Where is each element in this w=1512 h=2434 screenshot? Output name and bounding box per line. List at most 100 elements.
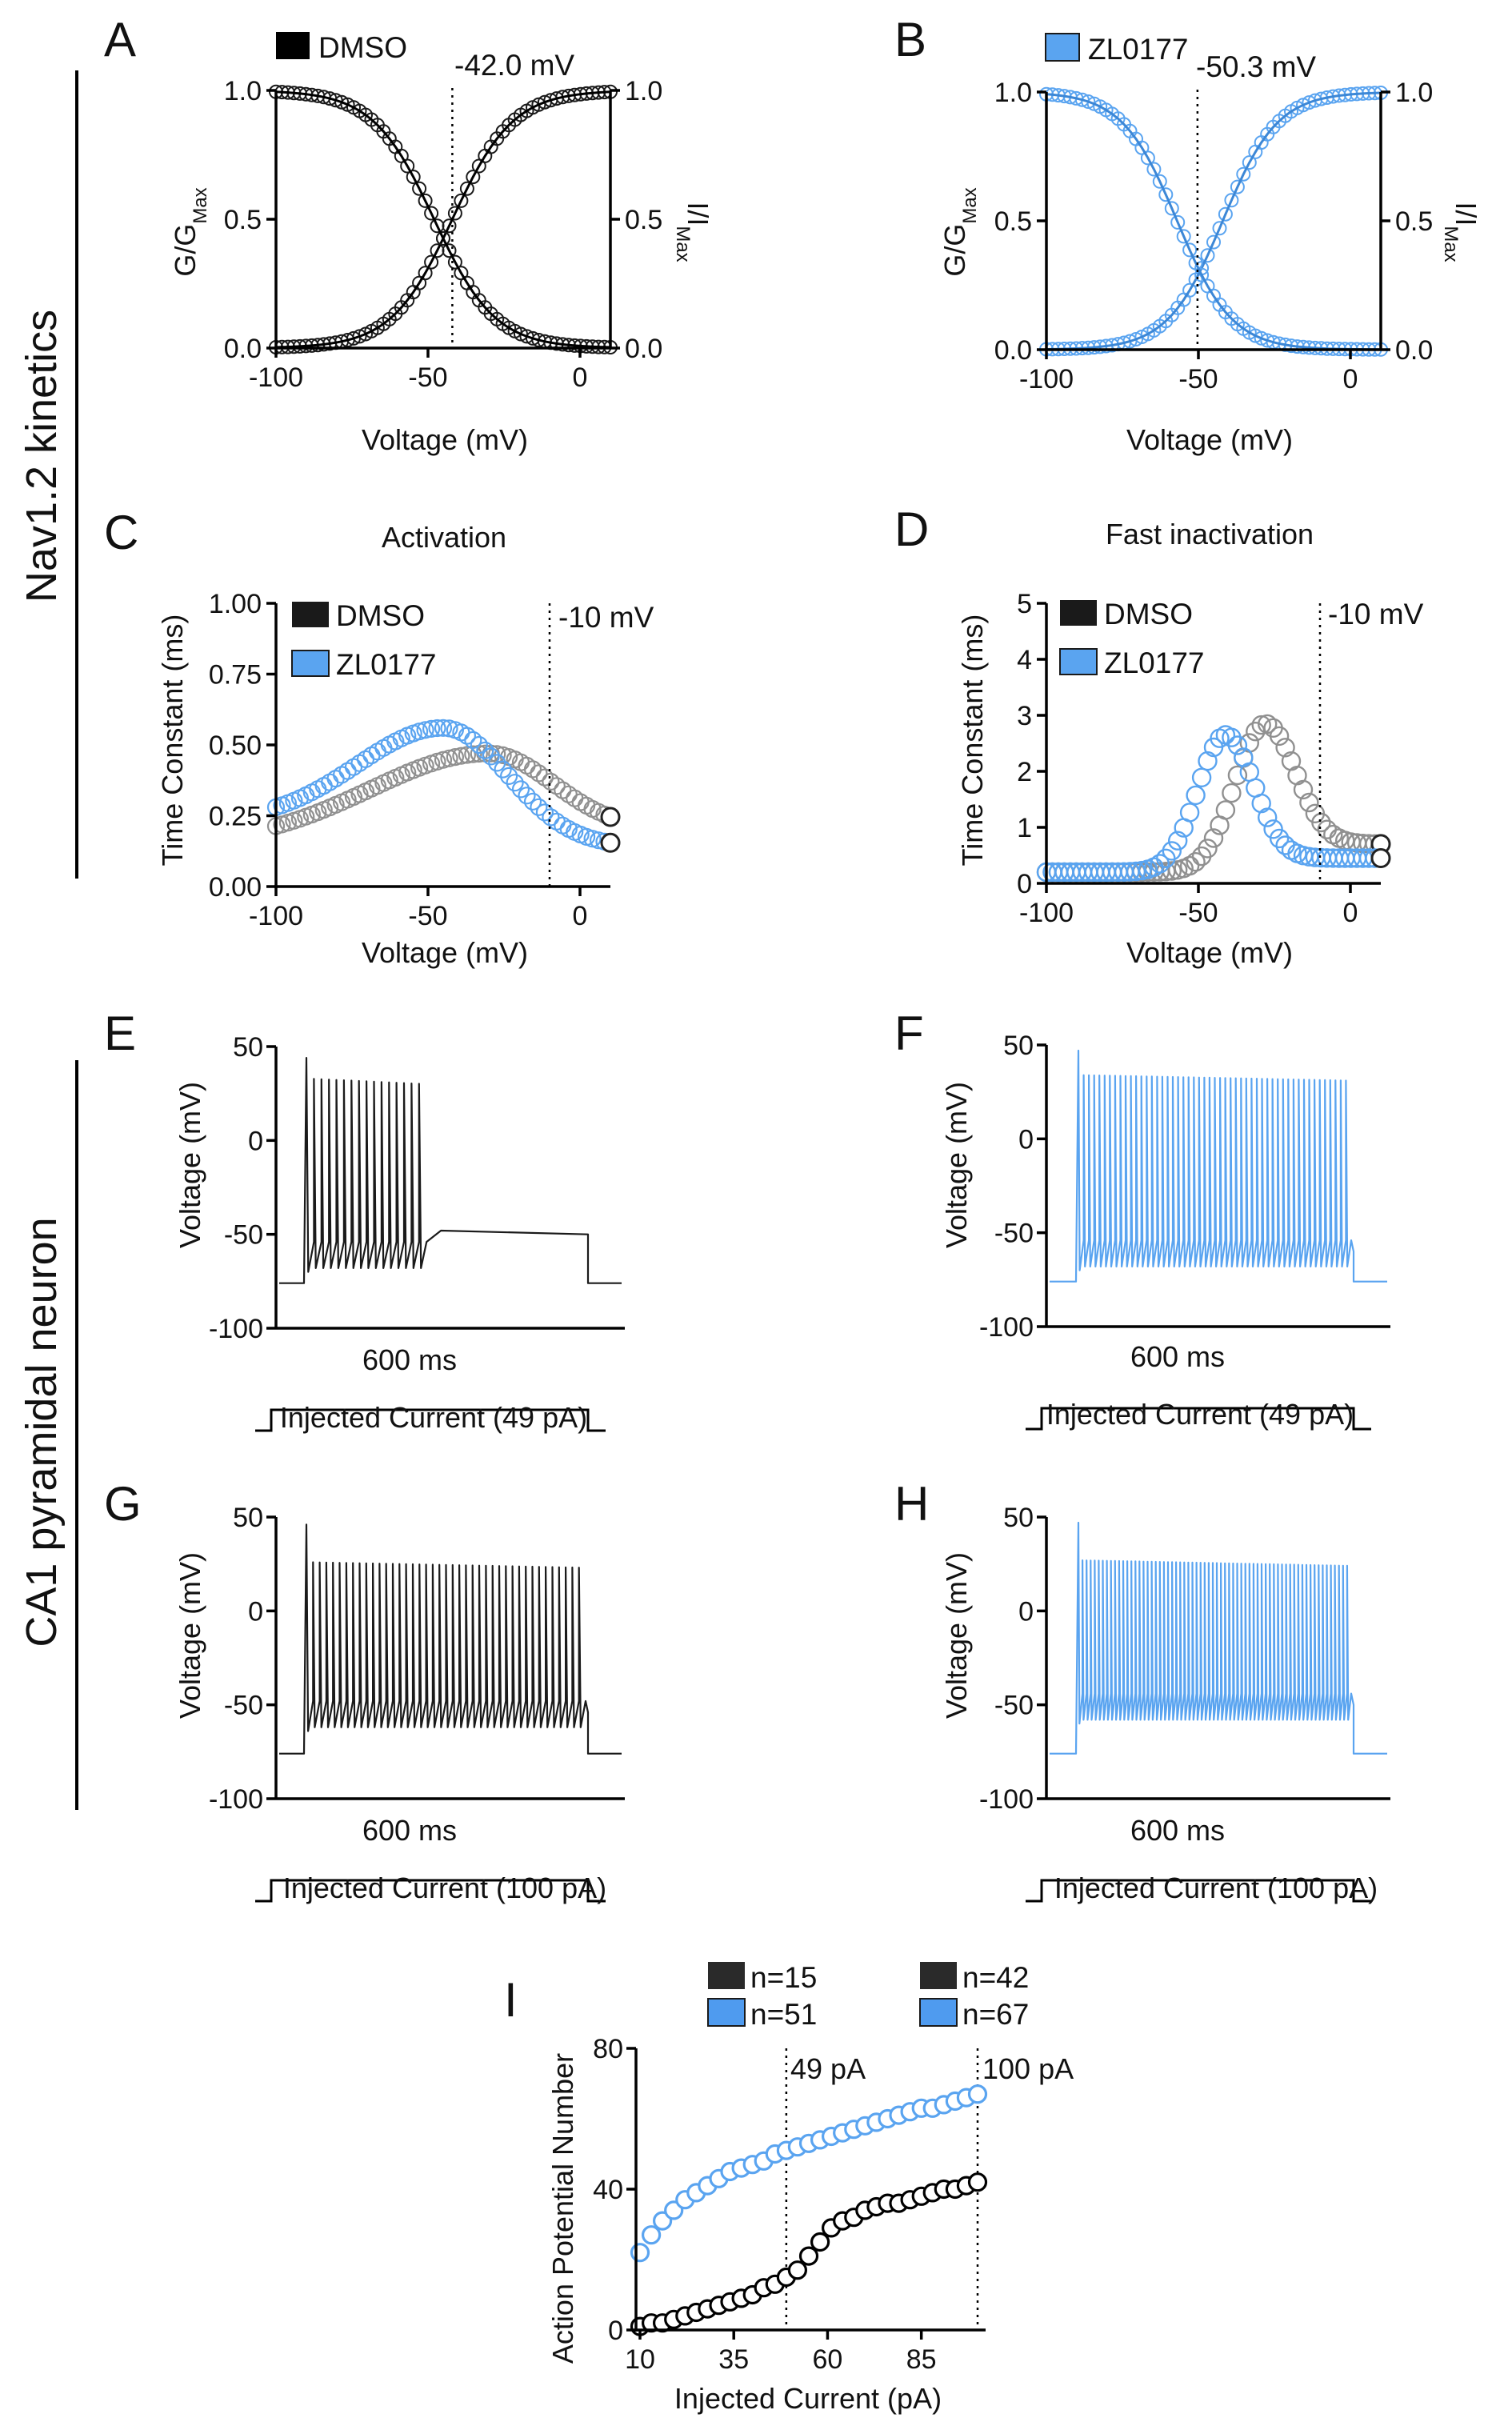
y-tick-label: 0 <box>608 2316 623 2346</box>
data-point <box>442 243 457 258</box>
current-label: Injected Current (100 pA) <box>283 1872 606 1904</box>
data-point <box>1239 762 1260 783</box>
legend-label-n51: n=51 <box>750 1998 817 2031</box>
fit-line <box>275 90 611 349</box>
y-tick-label: 0 <box>248 1596 263 1627</box>
vline-label: -10 mV <box>1328 598 1424 631</box>
data-point <box>374 739 393 757</box>
data-point <box>1222 783 1242 803</box>
y-tick-label: 50 <box>233 1032 263 1063</box>
y2-tick-label: 0.5 <box>625 205 662 235</box>
data-point <box>1186 851 1206 872</box>
y-axis-label: Action Potential Number <box>546 2053 579 2364</box>
data-point <box>422 719 441 739</box>
data-point <box>1179 803 1200 823</box>
panel-letter-E: E <box>104 1007 136 1060</box>
data-point <box>1236 166 1251 182</box>
data-point <box>535 803 554 822</box>
y-axis-label: Voltage (mV) <box>174 1082 206 1248</box>
data-point <box>334 94 350 110</box>
data-point <box>1230 179 1245 194</box>
panel-C: C Activation DMSO ZL0177 -10 mV 0.00 0.25… <box>104 506 654 969</box>
y2-tick-label: 1.0 <box>1395 78 1433 108</box>
data-point-end <box>600 832 621 853</box>
data-point <box>436 231 450 246</box>
data-point <box>1198 839 1218 859</box>
data-point <box>434 719 453 737</box>
y-tick-label: 0 <box>1017 869 1032 899</box>
data-point <box>447 206 462 221</box>
x-tick-label: -100 <box>1019 898 1074 928</box>
y-axis-label: Voltage (mV) <box>940 1552 973 1719</box>
y-axis-label: Voltage (mV) <box>940 1082 973 1248</box>
plot-area-A: 0.0 0.0 0.5 0.5 1.0 1.0 -100 -50 0 <box>224 76 663 393</box>
y-tick-label: 40 <box>593 2175 623 2205</box>
y-tick-label: -100 <box>209 1784 263 1815</box>
data-point <box>1152 174 1167 189</box>
y-tick-label: 1.00 <box>209 589 262 619</box>
legend-swatch-dmso <box>276 32 310 59</box>
plot-area-E: -100 -50 0 50 <box>209 1032 625 1432</box>
fit-line <box>1046 91 1382 350</box>
current-step <box>1026 1879 1371 1903</box>
data-point <box>326 769 345 788</box>
x-tick-label: -50 <box>1178 364 1218 394</box>
legend-swatch-zl0177 <box>1045 33 1080 62</box>
x-tick-label: -50 <box>1178 898 1218 928</box>
data-point <box>476 741 494 760</box>
data-point <box>1182 242 1198 258</box>
data-point <box>488 754 506 772</box>
data-point <box>440 749 458 767</box>
marker-label-100: 100 pA <box>982 2052 1074 2085</box>
data-point <box>321 773 339 791</box>
legend-swatch-dmso <box>292 602 329 627</box>
series-zl0177 <box>1036 725 1391 883</box>
panel-D: D Fast inactivation DMSO ZL0177 -10 mV 0… <box>894 502 1424 969</box>
panel-title-D: Fast inactivation <box>1106 518 1314 550</box>
plot-area-H: -100 -50 0 50 <box>979 1503 1390 1903</box>
data-point <box>314 776 333 795</box>
y-tick-label: 1 <box>1017 813 1032 843</box>
duration-label: 600 ms <box>1130 1340 1225 1373</box>
y-tick-label: 0.5 <box>994 206 1032 237</box>
current-step <box>255 1879 606 1903</box>
y-tick-label: -100 <box>979 1784 1034 1815</box>
plot-area-B: 0.0 0.0 0.5 0.5 1.0 1.0 -100 -50 0 <box>994 78 1434 394</box>
y-tick-label: 50 <box>233 1503 263 1533</box>
side-label-neuron: CA1 pyramidal neuron <box>18 1217 66 1647</box>
data-point <box>506 774 524 792</box>
data-point <box>368 743 386 761</box>
panel-G: G -100 -50 0 50 Voltage (mV) 600 ms Injecte… <box>104 1477 625 1904</box>
data-point <box>1170 214 1186 230</box>
panel-letter-H: H <box>894 1477 929 1531</box>
y-tick-label: 0.50 <box>209 731 262 761</box>
data-point <box>452 747 470 765</box>
data-point <box>1269 726 1290 747</box>
y-tick-label: 0.75 <box>209 660 262 691</box>
data-point <box>1242 155 1257 170</box>
x-axis-label: Voltage (mV) <box>362 936 528 969</box>
data-point <box>447 254 462 270</box>
panel-A: A DMSO -42.0 mV 0.0 0.0 0.5 0.5 1.0 1.0 -100 -5… <box>104 13 714 456</box>
data-point <box>458 727 477 745</box>
data-point <box>458 746 477 764</box>
data-point-end <box>1370 848 1391 868</box>
data-point <box>499 767 518 786</box>
data-point <box>309 780 327 799</box>
data-point <box>523 792 542 811</box>
y-axis-label: Time Constant (ms) <box>956 615 989 867</box>
legend-swatch-zl0177-2 <box>919 1998 958 2027</box>
current-step <box>1026 1407 1371 1431</box>
legend-label-n67: n=67 <box>962 1998 1029 2031</box>
fit-line <box>275 90 611 349</box>
data-point <box>1299 792 1319 813</box>
legend-label-dmso: DMSO <box>318 31 407 64</box>
data-point <box>1162 841 1182 861</box>
data-point <box>459 181 474 196</box>
data-point <box>1203 828 1224 848</box>
legend-swatch-dmso-2 <box>920 1962 957 1989</box>
vline-label: -42.0 mV <box>454 49 574 82</box>
y-axis-label-right: I/IMax <box>673 202 715 262</box>
current-step <box>255 1408 606 1432</box>
